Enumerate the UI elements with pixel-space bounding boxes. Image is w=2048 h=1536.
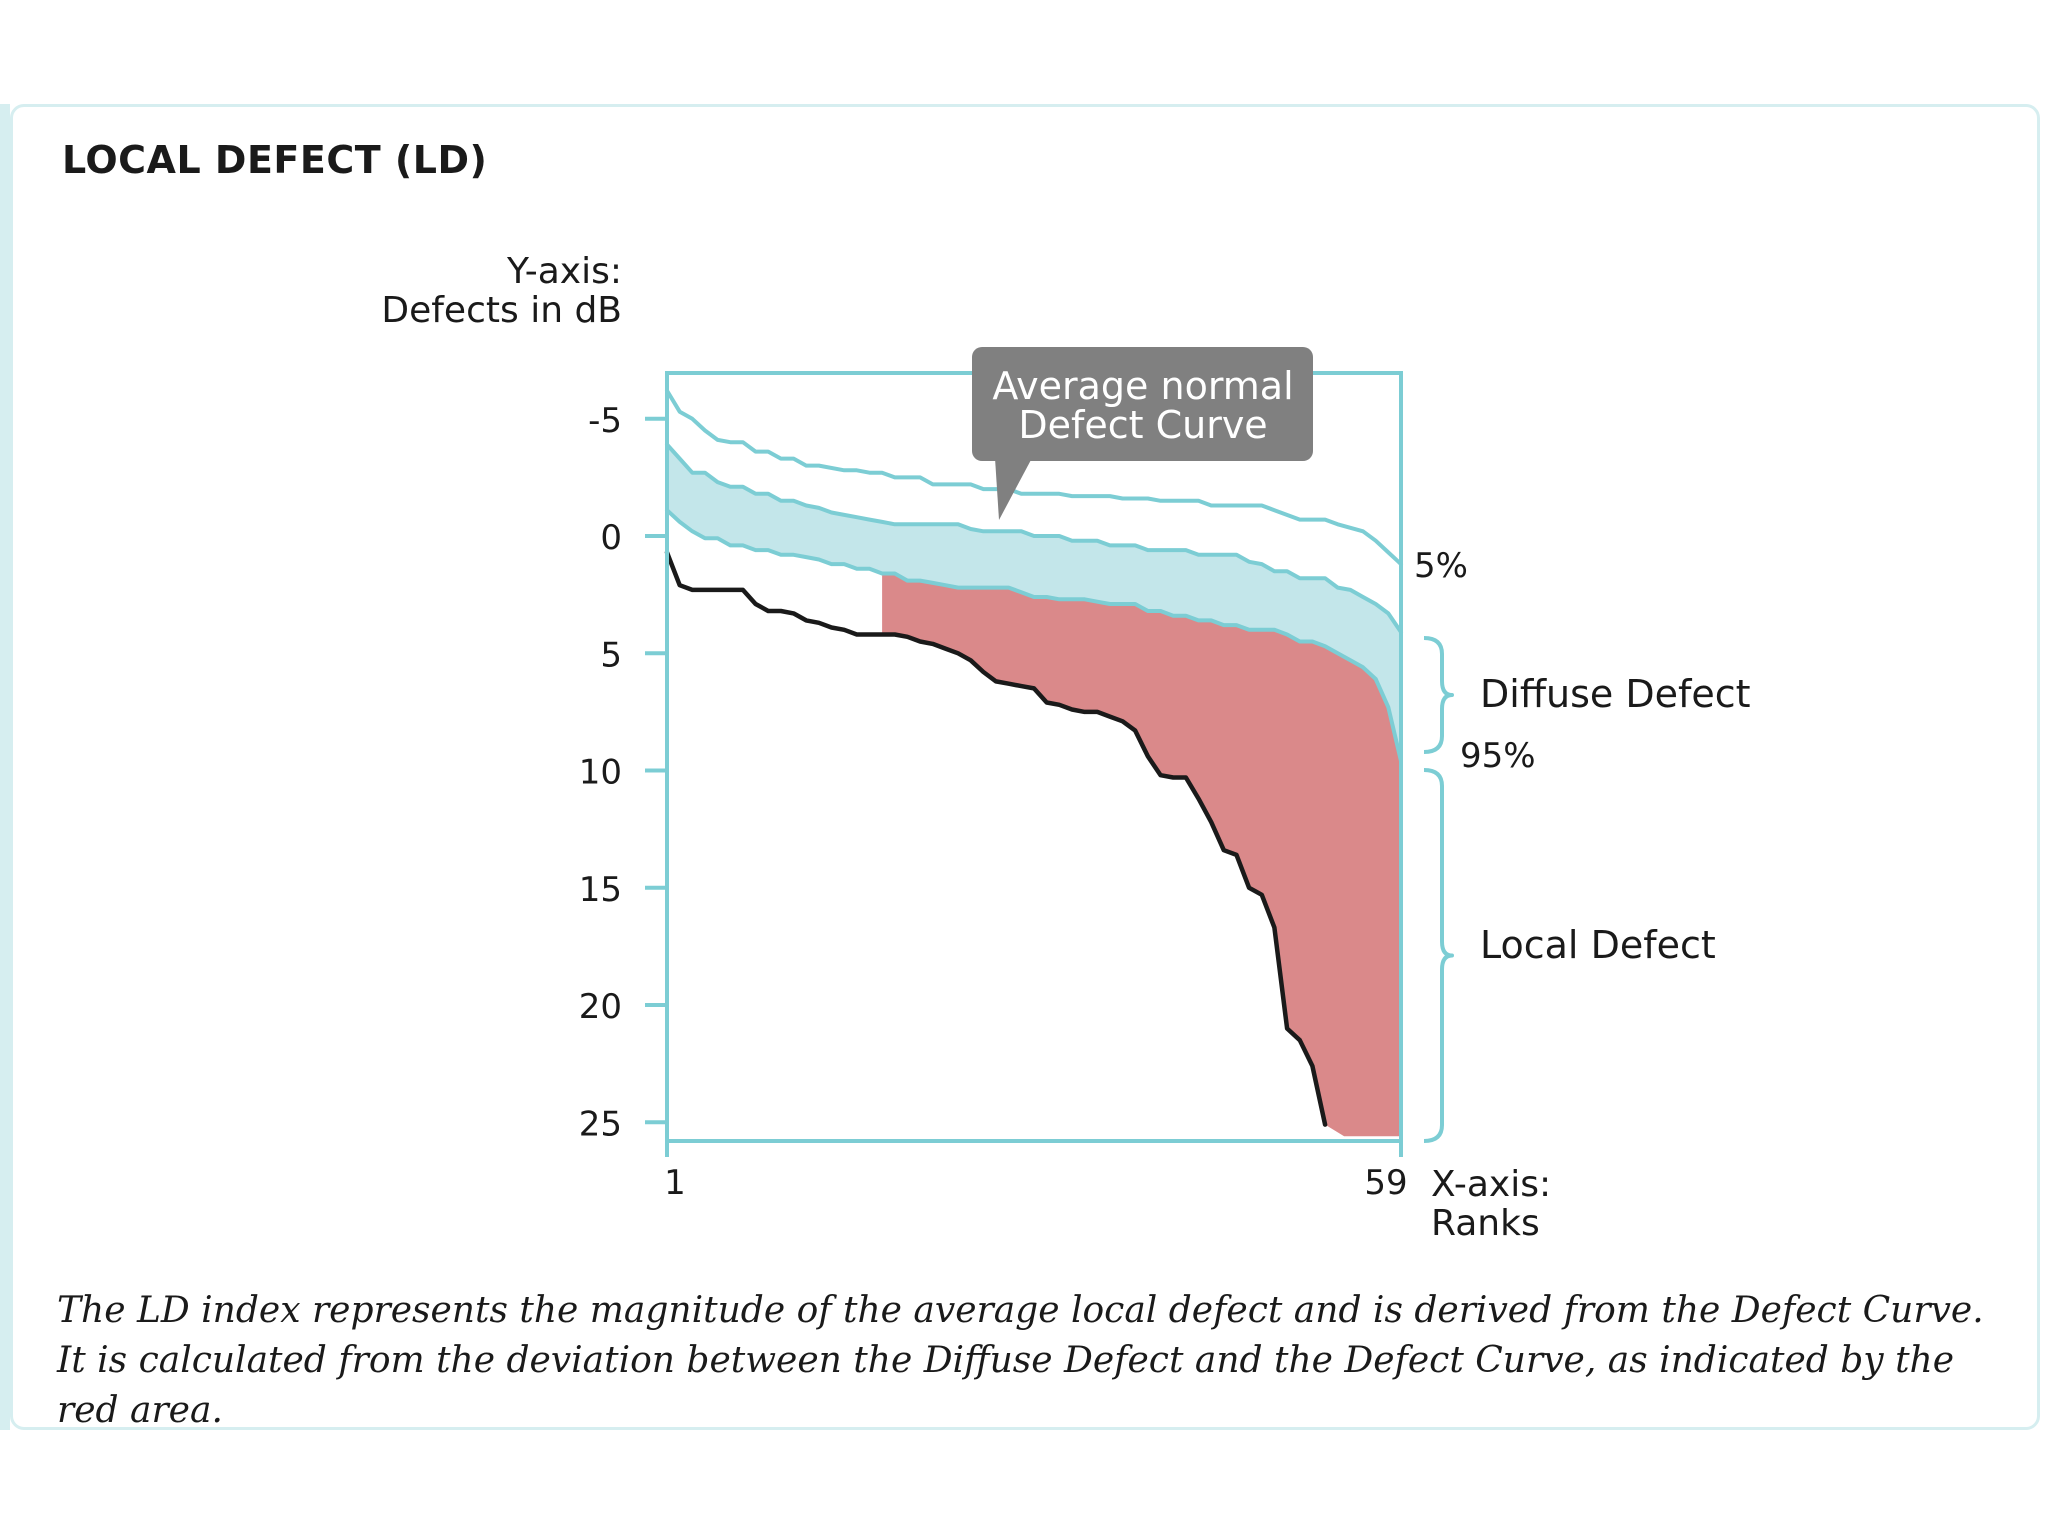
y-axis-label-line-1: Y-axis:	[506, 251, 622, 292]
normal-range-band-layer	[667, 444, 1401, 762]
local-defect-brace	[1423, 768, 1454, 1143]
y-tick-label-25: 25	[579, 1104, 622, 1144]
annotation-95-percent: 95%	[1460, 736, 1536, 776]
y-tick-label-15: 15	[579, 870, 622, 910]
local-defect-area	[882, 573, 1401, 1137]
y-axis-label-line-2: Defects in dB	[381, 290, 622, 331]
y-tick-label-10: 10	[579, 753, 622, 793]
callout-pointer	[995, 458, 1032, 520]
curve-lines-layer	[664, 388, 1403, 1127]
figure-card	[10, 104, 2040, 1430]
x-axis-label-line-2: Ranks	[1431, 1203, 1540, 1244]
diffuse-defect-brace	[1423, 636, 1454, 754]
figure-caption: The LD index represents the magnitude of…	[57, 1290, 1984, 1431]
annotation-layer: 5% 95% Diffuse Defect Local Defect	[1414, 546, 1751, 1143]
y-tick-label-0: 0	[600, 518, 622, 558]
local-defect-chart: -5 0 5 10 15 20 25 1 59 Y-axis:Defects in dB X-axi…	[381, 251, 1751, 1244]
figure-title: LOCAL DEFECT (LD)	[62, 138, 488, 182]
upper-5-percent-curve	[665, 388, 1403, 567]
annotation-local-defect: Local Defect	[1480, 923, 1716, 967]
x-axis-label-line-1: X-axis:	[1431, 1164, 1551, 1205]
normal-band-upper-curve	[665, 442, 1403, 635]
callout-text-line-1: Average normal	[992, 364, 1293, 408]
annotation-5-percent: 5%	[1414, 546, 1468, 586]
annotation-diffuse-defect: Diffuse Defect	[1480, 672, 1751, 716]
y-tick-label--5: -5	[588, 401, 622, 441]
x-tick-label-59: 59	[1364, 1163, 1407, 1203]
local-defect-area-layer	[882, 573, 1401, 1137]
y-tick-label-5: 5	[600, 635, 622, 675]
card-accent-stripe	[0, 104, 10, 1430]
y-tick-label-20: 20	[579, 987, 622, 1027]
defect-curve	[664, 550, 1328, 1127]
callout-bubble	[972, 347, 1313, 461]
axis-ticks-layer: -5 0 5 10 15 20 25 1 59 Y-axis:Defects in dB X-axi…	[381, 251, 1551, 1244]
lower-95-percent-curve	[665, 508, 1403, 764]
callout-text-line-2: Defect Curve	[1018, 403, 1267, 447]
normal-range-band	[667, 444, 1401, 762]
x-tick-label-1: 1	[664, 1163, 686, 1203]
